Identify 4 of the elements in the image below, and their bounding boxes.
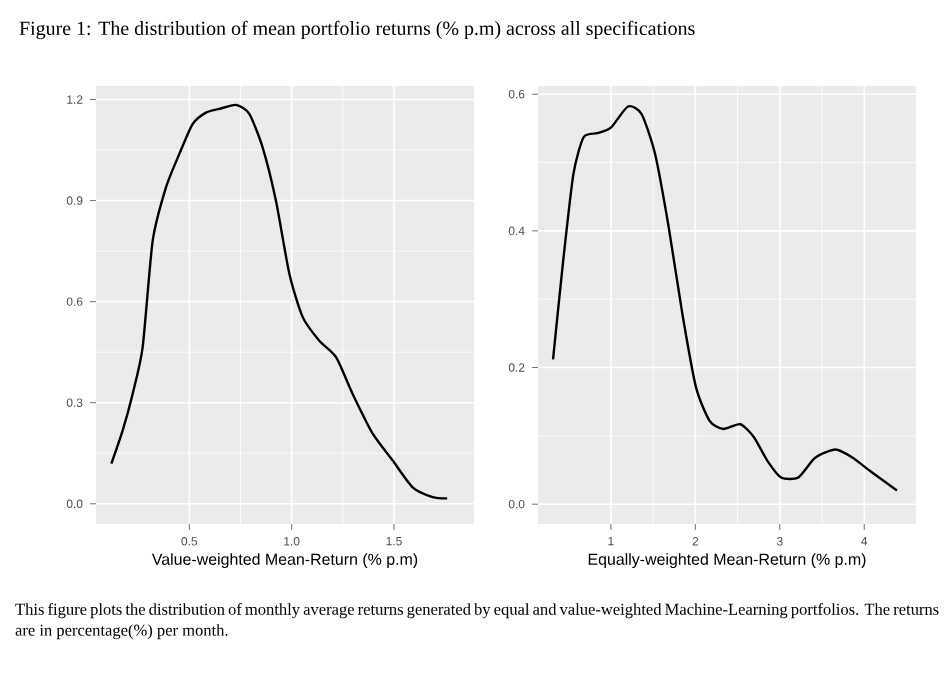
line-series [551, 105, 899, 492]
line-series [110, 103, 449, 500]
chart-title: Figure 1: The distribution of mean portfolio returns (% p.m) across all specifications [19, 20, 695, 40]
text: This figure plots the distribution of monthly average returns generated by equal and value-weighted Machine-Learning portfolios. The returns are in percentage(%) per month. [15, 603, 939, 640]
